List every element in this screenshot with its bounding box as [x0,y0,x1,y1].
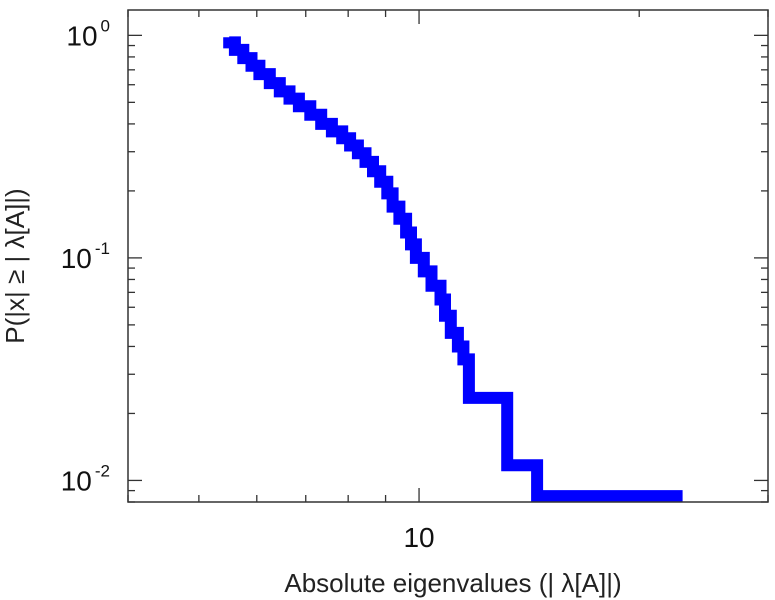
ccdf-step-line [223,36,683,503]
y-tick-label: 10 -1 [61,239,110,274]
x-axis-label: Absolute eigenvalues (| λ[A]|) [284,568,621,598]
x-tick-label: 10 [403,522,434,553]
x-axis-ticks: 10 [127,10,769,553]
plot-frame [127,9,769,503]
y-axis-label: P(|x| ≥ | λ[A]|) [0,188,30,343]
y-tick-label: 10 0 [66,16,110,51]
y-tick-label: 10 -2 [61,461,110,496]
